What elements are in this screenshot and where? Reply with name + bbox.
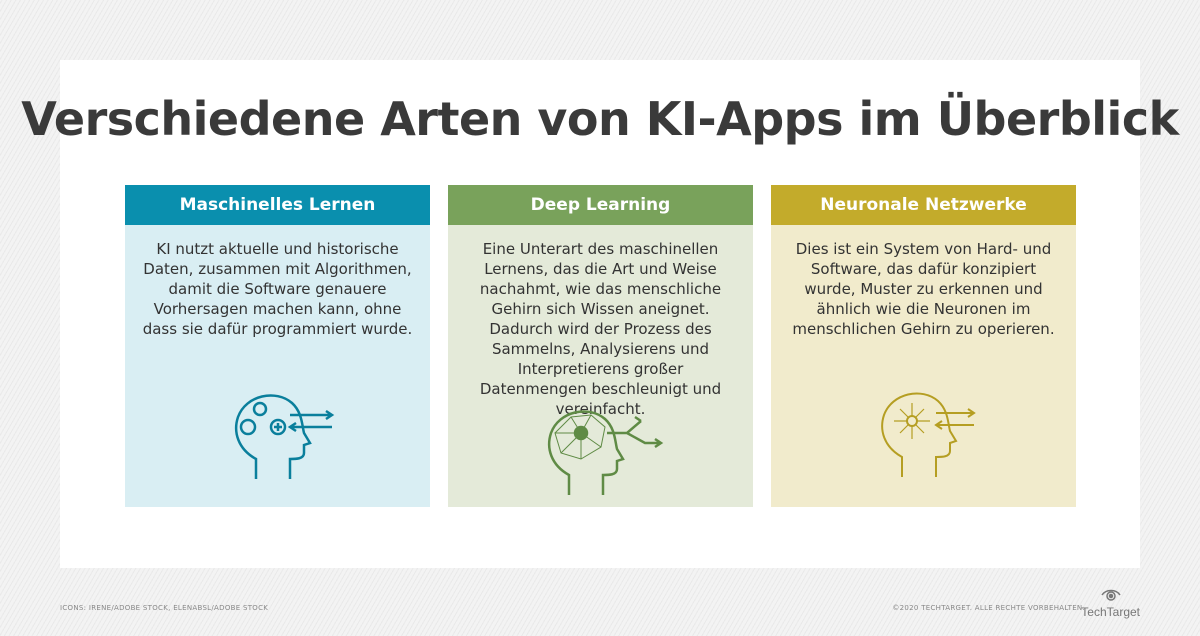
- card-heading: Maschinelles Lernen: [125, 185, 430, 225]
- card-heading: Deep Learning: [448, 185, 753, 225]
- head-gears-icon: [234, 394, 334, 479]
- card-deep-learning: Deep Learning Eine Unterart des maschine…: [448, 185, 753, 507]
- copyright: ©2020 TECHTARGET. ALLE RECHTE VORBEHALTE…: [892, 604, 1085, 612]
- card-heading: Neuronale Netzwerke: [771, 185, 1076, 225]
- card-text: Eine Unterart des maschinellen Lernens, …: [479, 240, 722, 418]
- card-machine-learning: Maschinelles Lernen KI nutzt aktuelle un…: [125, 185, 430, 507]
- image-credits: ICONS: IRENE/ADOBE STOCK, ELENABSL/ADOBE…: [60, 604, 269, 612]
- head-neurons-icon: [880, 392, 976, 477]
- eye-icon: [1101, 589, 1121, 601]
- card-text: KI nutzt aktuelle und historische Daten,…: [142, 240, 413, 338]
- card-neural-networks: Neuronale Netzwerke Dies ist ein System …: [771, 185, 1076, 507]
- techtarget-logo: TechTarget: [1081, 588, 1140, 619]
- card-text: Dies ist ein System von Hard- und Softwa…: [792, 240, 1055, 338]
- head-network-icon: [547, 410, 663, 495]
- page-title: Verschiedene Arten von KI-Apps im Überbl…: [21, 92, 1179, 146]
